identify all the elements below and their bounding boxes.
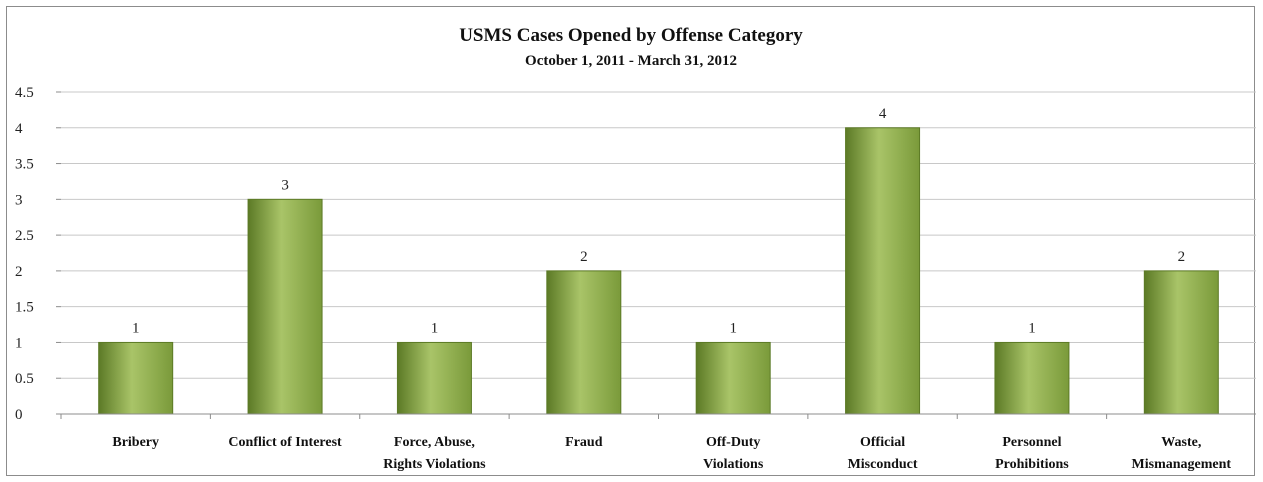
y-tick-label: 2 (15, 264, 23, 280)
bar-chart: USMS Cases Opened by Offense Category Oc… (15, 25, 1256, 472)
bar (1143, 270, 1219, 415)
bar (247, 198, 323, 415)
y-tick-label: 2.5 (15, 228, 34, 244)
y-tick-label: 0.5 (15, 371, 34, 387)
category-label-line: Conflict of Interest (228, 435, 342, 450)
bar (845, 127, 921, 415)
gridlines (61, 91, 1256, 379)
y-tick-label: 1.5 (15, 300, 34, 316)
y-tick-label: 4.5 (15, 85, 34, 101)
category-label-line: Bribery (112, 435, 159, 450)
category-label-line: Mismanagement (1132, 457, 1232, 472)
category-label: Off-Duty Violations (703, 435, 764, 472)
category-label: Force, Abuse, Rights Violations (383, 435, 486, 472)
data-label: 3 (281, 177, 289, 193)
bar (98, 341, 174, 415)
data-label: 2 (580, 249, 588, 265)
category-label-line: Official (860, 435, 905, 450)
data-labels: 1 3 1 2 1 4 1 2 (132, 106, 1185, 337)
data-label: 1 (431, 320, 439, 336)
y-tick-label: 0 (15, 407, 23, 423)
data-label: 4 (879, 106, 887, 122)
category-label: Bribery (112, 435, 159, 450)
category-label-line: Off-Duty (706, 435, 760, 450)
category-label: Waste, Mismanagement (1132, 435, 1232, 472)
category-label: Personnel Prohibitions (995, 435, 1069, 472)
category-label-line: Force, Abuse, (394, 435, 475, 450)
y-tick-label: 3 (15, 192, 23, 208)
bars (98, 127, 1219, 415)
category-label-line: Violations (703, 457, 764, 472)
category-label: Conflict of Interest (228, 435, 342, 450)
category-label-line: Personnel (1002, 435, 1061, 450)
category-label-line: Prohibitions (995, 457, 1069, 472)
bar (695, 341, 771, 415)
category-label: Official Misconduct (848, 435, 918, 472)
y-tick-label: 1 (15, 335, 23, 351)
category-label: Fraud (565, 435, 603, 450)
y-tick-label: 3.5 (15, 157, 34, 173)
data-label: 1 (1028, 320, 1036, 336)
data-label: 1 (132, 320, 140, 336)
chart-subtitle: October 1, 2011 - March 31, 2012 (525, 53, 737, 69)
data-label: 2 (1178, 249, 1186, 265)
x-axis-categories: Bribery Conflict of Interest Force, Abuse,… (60, 414, 1232, 472)
y-tick-label: 4 (15, 121, 23, 137)
category-label-line: Waste, (1161, 435, 1201, 450)
category-label-line: Rights Violations (383, 457, 486, 472)
bar (396, 341, 472, 415)
chart-title: USMS Cases Opened by Offense Category (459, 25, 803, 46)
bar (546, 270, 622, 415)
bar (994, 341, 1070, 415)
category-label-line: Misconduct (848, 457, 918, 472)
data-label: 1 (729, 320, 737, 336)
y-axis-ticks: 0 0.5 1 1.5 2 2.5 3 3.5 4 4.5 (15, 85, 61, 423)
category-label-line: Fraud (565, 435, 603, 450)
chart-frame: USMS Cases Opened by Offense Category Oc… (6, 6, 1256, 476)
